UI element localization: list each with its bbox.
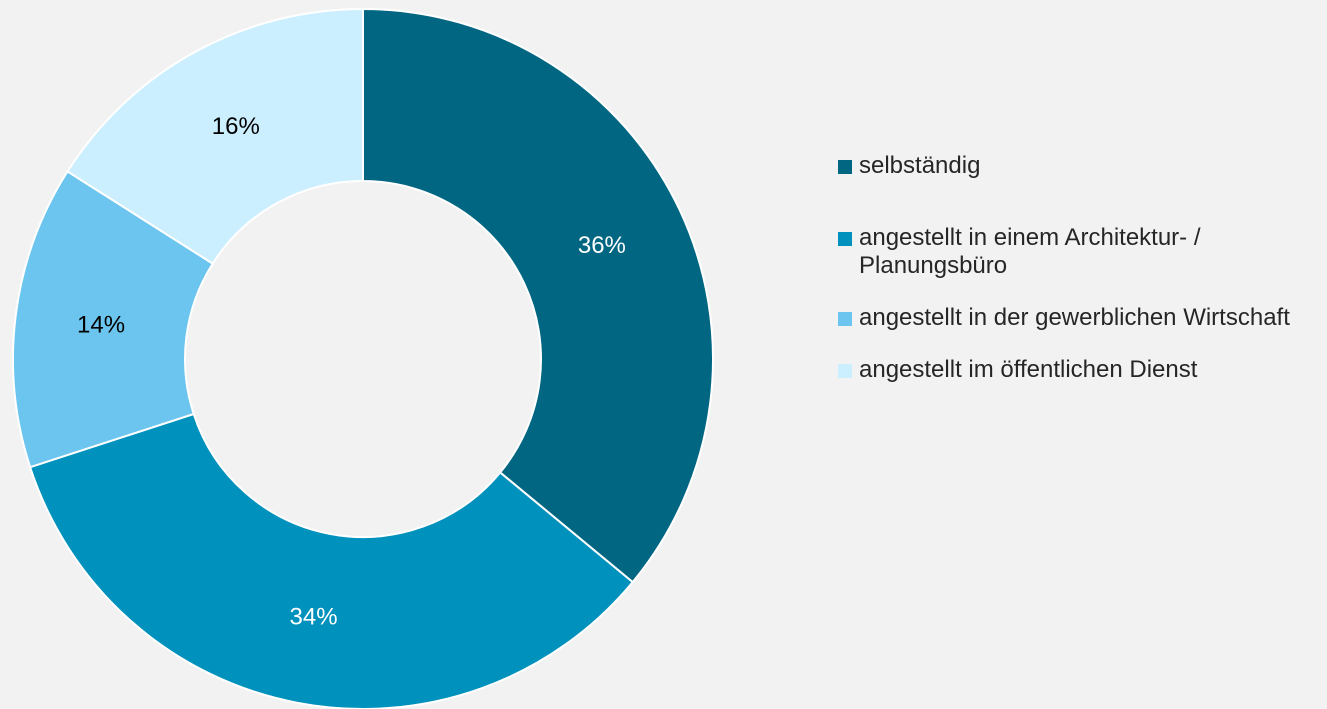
legend-item: angestellt in einem Architektur- / Planu… — [838, 224, 1318, 280]
chart: 36% 34% 14% 16% — [12, 7, 714, 709]
data-label: 36% — [578, 232, 626, 259]
legend-swatch — [838, 312, 852, 326]
slice — [66, 7, 364, 266]
legend-label: angestellt in einem Architektur- / Planu… — [859, 224, 1201, 279]
legend-item: angestellt in der gewerblichen Wirtschaf… — [838, 304, 1318, 332]
legend-item: angestellt im öffentlichen Dienst — [838, 356, 1318, 384]
legend-item: selbständig — [838, 152, 1318, 180]
slice — [362, 7, 714, 584]
data-label: 34% — [290, 604, 338, 631]
slice — [28, 412, 635, 709]
slice — [12, 170, 215, 469]
legend-swatch — [838, 232, 852, 246]
legend-label: angestellt in der gewerblichen Wirtschaf… — [859, 304, 1290, 331]
data-label: 16% — [212, 113, 260, 140]
legend-label: angestellt im öffentlichen Dienst — [859, 356, 1198, 383]
legend: selbständig angestellt in einem Architekt… — [838, 152, 1318, 384]
legend-swatch — [838, 364, 852, 378]
data-label: 14% — [77, 311, 125, 338]
legend-label: selbständig — [859, 152, 981, 179]
legend-swatch — [838, 160, 852, 174]
